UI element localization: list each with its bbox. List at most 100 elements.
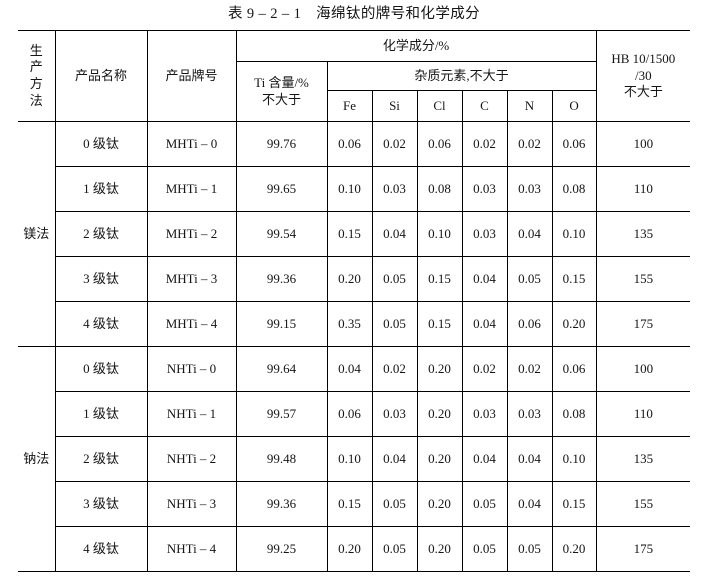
table-row: 3 级钛 MHTi – 3 99.36 0.20 0.05 0.15 0.04 0.05 0.1… (18, 256, 691, 302)
cell-c: 0.02 (461, 346, 508, 392)
cell-si: 0.03 (371, 166, 418, 212)
cell-fe: 0.15 (326, 481, 373, 527)
cell-product-name: 3 级钛 (54, 256, 148, 302)
table-row: 2 级钛 NHTi – 2 99.48 0.10 0.04 0.20 0.04 0.04 0.1… (18, 436, 691, 482)
header-element-o: O (551, 90, 597, 122)
header-ti-content: Ti 含量/% 不大于 (235, 61, 328, 122)
table-row: 2 级钛 MHTi – 2 99.54 0.15 0.04 0.10 0.03 0.04 0.1… (18, 211, 691, 257)
cell-cl: 0.06 (416, 121, 463, 167)
cell-fe: 0.06 (326, 391, 373, 437)
cell-o: 0.08 (551, 166, 597, 212)
table-title: 表 9 – 2 – 1 海绵钛的牌号和化学成分 (227, 6, 481, 22)
cell-n: 0.04 (506, 481, 553, 527)
header-hardness: HB 10/1500 /30 不大于 (595, 30, 691, 122)
cell-product-name: 2 级钛 (54, 211, 148, 257)
cell-fe: 0.35 (326, 301, 373, 347)
table-row: 镁法 0 级钛 MHTi – 0 99.76 0.06 0.02 0.06 0.02 0.02 0… (18, 121, 691, 347)
cell-n: 0.06 (506, 301, 553, 347)
header-element-fe: Fe (326, 90, 373, 122)
table-row: 1 级钛 MHTi – 1 99.65 0.10 0.03 0.08 0.03 0.03 0.0… (18, 166, 691, 212)
cell-si: 0.05 (371, 481, 418, 527)
table-body: 镁法 0 级钛 MHTi – 0 99.76 0.06 0.02 0.06 0.02 0.02 0… (18, 121, 691, 572)
cell-n: 0.04 (506, 211, 553, 257)
cell-ti: 99.64 (235, 346, 328, 392)
header-impurity-elements: 杂质元素,不大于 (326, 61, 597, 91)
cell-product-name: 3 级钛 (54, 481, 148, 527)
cell-ti: 99.65 (235, 166, 328, 212)
cell-product-name: 2 级钛 (54, 436, 148, 482)
cell-cl: 0.20 (416, 346, 463, 392)
spec-table: 生 产 方 法 产品名称 产品牌号 化学成分/% HB 10/1500 /30 … (18, 30, 691, 572)
table-container: 生 产 方 法 产品名称 产品牌号 化学成分/% HB 10/1500 /30 … (18, 30, 691, 572)
cell-c: 0.02 (461, 121, 508, 167)
cell-si: 0.05 (371, 301, 418, 347)
cell-product-name: 0 级钛 (54, 121, 148, 167)
cell-product-grade: MHTi – 0 (146, 121, 237, 167)
cell-fe: 0.04 (326, 346, 373, 392)
cell-product-grade: NHTi – 4 (146, 526, 237, 572)
header-chemical-composition: 化学成分/% (235, 30, 597, 62)
cell-si: 0.02 (371, 346, 418, 392)
cell-product-grade: MHTi – 2 (146, 211, 237, 257)
cell-hb: 100 (595, 346, 691, 392)
cell-product-grade: NHTi – 1 (146, 391, 237, 437)
cell-o: 0.15 (551, 481, 597, 527)
table-row: 3 级钛 NHTi – 3 99.36 0.15 0.05 0.20 0.05 0.04 0.1… (18, 481, 691, 527)
cell-hb: 175 (595, 301, 691, 347)
cell-fe: 0.10 (326, 166, 373, 212)
table-header: 生 产 方 法 产品名称 产品牌号 化学成分/% HB 10/1500 /30 … (18, 30, 691, 122)
cell-ti: 99.57 (235, 391, 328, 437)
cell-product-grade: MHTi – 4 (146, 301, 237, 347)
cell-o: 0.20 (551, 301, 597, 347)
cell-hb: 135 (595, 211, 691, 257)
header-production-method: 生 产 方 法 (18, 30, 56, 122)
cell-cl: 0.08 (416, 166, 463, 212)
table-row: 4 级钛 NHTi – 4 99.25 0.20 0.05 0.20 0.05 0.05 0.2… (18, 526, 691, 572)
cell-product-grade: MHTi – 3 (146, 256, 237, 302)
cell-product-name: 4 级钛 (54, 526, 148, 572)
cell-product-name: 1 级钛 (54, 391, 148, 437)
cell-c: 0.04 (461, 301, 508, 347)
cell-o: 0.15 (551, 256, 597, 302)
cell-n: 0.02 (506, 121, 553, 167)
cell-product-grade: MHTi – 1 (146, 166, 237, 212)
cell-si: 0.02 (371, 121, 418, 167)
cell-ti: 99.36 (235, 256, 328, 302)
cell-product-grade: NHTi – 2 (146, 436, 237, 482)
cell-c: 0.04 (461, 436, 508, 482)
header-row-3: Fe Si Cl C N O (18, 90, 690, 122)
cell-n: 0.04 (506, 436, 553, 482)
cell-product-grade: NHTi – 3 (146, 481, 237, 527)
table-row: 钠法 0 级钛 NHTi – 0 99.64 0.04 0.02 0.20 0.02 0.02 0… (18, 346, 691, 572)
cell-ti: 99.48 (235, 436, 328, 482)
cell-c: 0.03 (461, 166, 508, 212)
table-row: 4 级钛 MHTi – 4 99.15 0.35 0.05 0.15 0.04 0.06 0.2… (18, 301, 691, 347)
cell-fe: 0.06 (326, 121, 373, 167)
cell-ti: 99.54 (235, 211, 328, 257)
cell-cl: 0.20 (416, 391, 463, 437)
header-element-cl: Cl (416, 90, 463, 122)
cell-production-method: 镁法 (18, 121, 56, 347)
cell-hb: 135 (595, 436, 691, 482)
cell-c: 0.03 (461, 391, 508, 437)
cell-fe: 0.20 (326, 526, 373, 572)
cell-hb: 155 (595, 256, 691, 302)
cell-o: 0.10 (551, 436, 597, 482)
cell-n: 0.03 (506, 391, 553, 437)
cell-si: 0.05 (371, 256, 418, 302)
cell-ti: 99.15 (235, 301, 328, 347)
header-element-n: N (506, 90, 553, 122)
cell-hb: 110 (595, 391, 691, 437)
cell-hb: 110 (595, 166, 691, 212)
cell-o: 0.20 (551, 526, 597, 572)
cell-product-name: 0 级钛 (54, 346, 148, 392)
cell-hb: 175 (595, 526, 691, 572)
header-row-1: 生 产 方 法 产品名称 产品牌号 化学成分/% HB 10/1500 /30 … (18, 30, 691, 122)
cell-si: 0.05 (371, 526, 418, 572)
cell-fe: 0.15 (326, 211, 373, 257)
cell-si: 0.04 (371, 436, 418, 482)
cell-c: 0.04 (461, 256, 508, 302)
cell-n: 0.03 (506, 166, 553, 212)
cell-si: 0.03 (371, 391, 418, 437)
